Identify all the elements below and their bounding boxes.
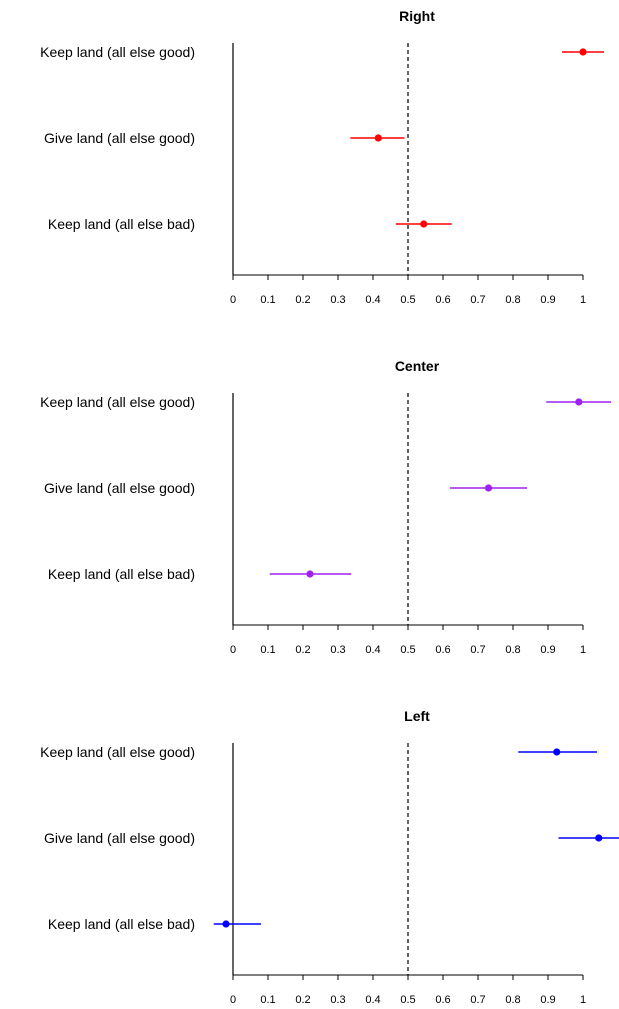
x-tick-label: 0.1 — [260, 994, 275, 1006]
x-tick-label: 0.7 — [470, 644, 485, 656]
x-tick-label: 0.7 — [470, 294, 485, 306]
x-tick-label: 0.3 — [330, 994, 345, 1006]
x-tick-label: 0 — [230, 294, 236, 306]
panel-center: Center 0 0.1 0.2 0.3 0.4 0.5 0.6 0.7 0.8 0.9 1 Keep … — [40, 358, 611, 656]
panel-title: Center — [395, 358, 440, 374]
point-estimate — [575, 398, 583, 406]
x-tick-label: 0.8 — [505, 644, 520, 656]
category-label: Keep land (all else bad) — [48, 566, 195, 582]
point-estimate — [553, 748, 561, 756]
category-label: Keep land (all else good) — [40, 394, 195, 410]
x-tick-label: 0.7 — [470, 994, 485, 1006]
x-tick-label: 1 — [580, 994, 586, 1006]
x-tick-label: 1 — [580, 294, 586, 306]
x-tick-label: 0.8 — [505, 294, 520, 306]
point-estimate — [484, 484, 493, 492]
x-tick-label: 0 — [230, 644, 236, 656]
x-tick-label: 0.6 — [435, 994, 450, 1006]
x-tick-label: 0.4 — [365, 994, 380, 1006]
panel-right: Right 0 0.1 0.2 0.3 0.4 0.5 0.6 0.7 0.8 0.9 1 Keep l… — [40, 8, 604, 306]
category-label: Give land (all else good) — [44, 480, 195, 496]
x-tick-label: 0.6 — [435, 294, 450, 306]
x-tick-label: 0.1 — [260, 294, 275, 306]
x-tick-label: 0.4 — [365, 294, 380, 306]
category-label: Keep land (all else good) — [40, 44, 195, 60]
x-tick-label: 0.9 — [540, 994, 555, 1006]
panel-title: Left — [404, 708, 430, 724]
x-tick-label: 0.9 — [540, 644, 555, 656]
x-tick-label: 0.3 — [330, 644, 345, 656]
x-tick-label: 0.1 — [260, 644, 275, 656]
point-estimate — [306, 570, 314, 578]
point-estimate — [595, 834, 603, 842]
point-estimate — [374, 134, 382, 142]
x-tick-label: 0.5 — [400, 294, 415, 306]
x-tick-label: 0 — [230, 994, 236, 1006]
category-label: Keep land (all else bad) — [48, 916, 195, 932]
x-tick-label: 0.2 — [295, 994, 310, 1006]
point-estimate — [222, 920, 230, 928]
x-tick-label: 0.5 — [400, 994, 415, 1006]
x-tick-label: 1 — [580, 644, 586, 656]
category-label: Give land (all else good) — [44, 130, 195, 146]
x-tick-label: 0.6 — [435, 644, 450, 656]
x-tick-label: 0.9 — [540, 294, 555, 306]
point-estimate — [420, 220, 428, 228]
point-estimate — [579, 48, 587, 56]
x-tick-label: 0.4 — [365, 644, 380, 656]
x-tick-label: 0.3 — [330, 294, 345, 306]
x-tick-label: 0.5 — [400, 644, 415, 656]
category-label: Keep land (all else bad) — [48, 216, 195, 232]
x-tick-label: 0.2 — [295, 644, 310, 656]
panel-left: Left 0 0.1 0.2 0.3 0.4 0.5 0.6 0.7 0.8 0.9 1 Keep la… — [40, 708, 619, 1006]
x-tick-label: 0.2 — [295, 294, 310, 306]
category-label: Keep land (all else good) — [40, 744, 195, 760]
category-label: Give land (all else good) — [44, 830, 195, 846]
panel-title: Right — [399, 8, 435, 24]
x-tick-label: 0.8 — [505, 994, 520, 1006]
